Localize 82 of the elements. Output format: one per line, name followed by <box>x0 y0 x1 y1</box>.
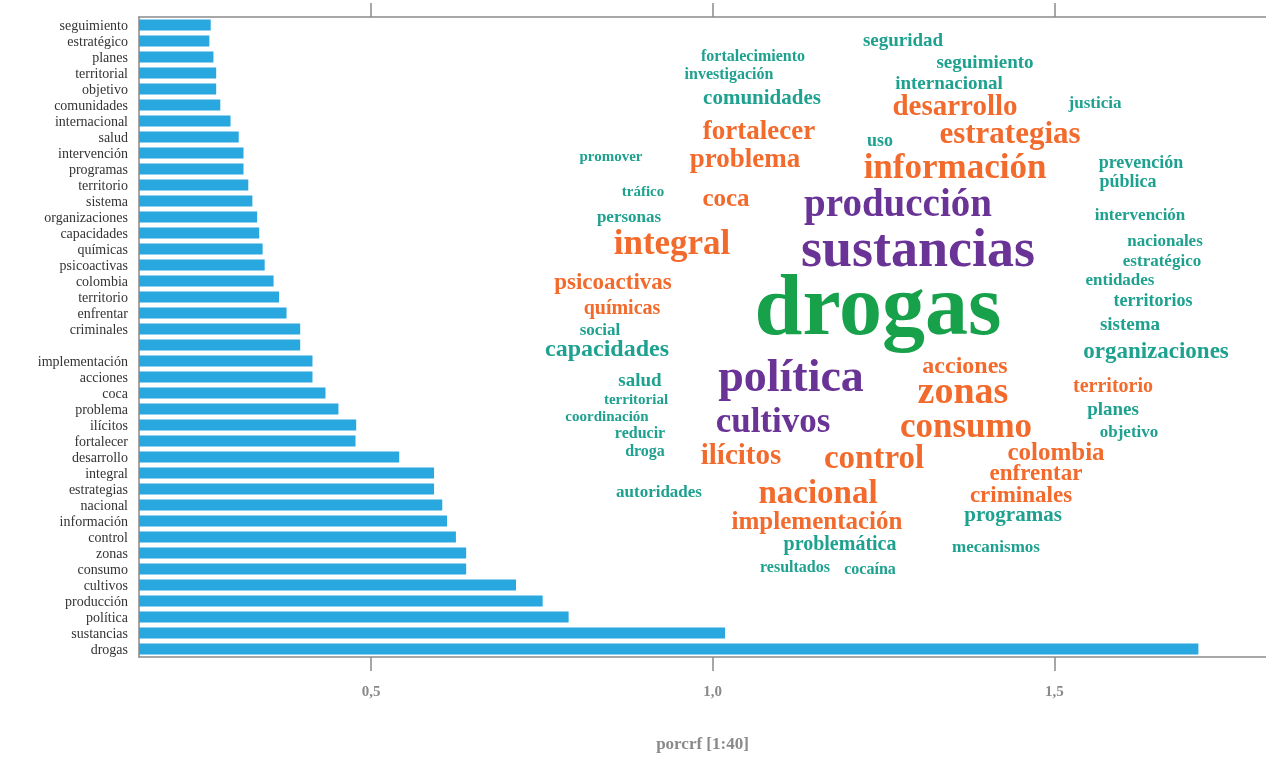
annotation: seguridad <box>862 28 944 50</box>
y-tick-label: planes <box>92 49 128 65</box>
annotation: fortalecimiento <box>701 46 805 64</box>
annotation: psicoactivas <box>554 268 672 294</box>
annotation: territorial <box>603 391 669 407</box>
x-tick-label: 1,5 <box>1044 682 1064 699</box>
annotation: investigación <box>684 64 774 83</box>
annotation: fortalecer <box>702 115 816 145</box>
annotation: estratégico <box>1122 250 1202 270</box>
y-tick-label: salud <box>98 129 128 145</box>
annotation: territorios <box>1113 290 1193 310</box>
y-tick-label: enfrentar <box>77 305 129 321</box>
annotation: prevención <box>1098 152 1184 172</box>
annotation: tráfico <box>621 183 665 199</box>
annotation: resultados <box>760 557 830 575</box>
y-tick-label: integral <box>85 465 129 481</box>
annotation: problemática <box>783 532 897 555</box>
annotation: organizaciones <box>1083 337 1229 363</box>
annotation: seguimiento <box>936 50 1034 72</box>
annotation: químicas <box>583 296 661 319</box>
annotation: uso <box>866 130 894 150</box>
y-tick-label: estrategias <box>68 481 128 497</box>
y-tick-label: nacional <box>80 497 129 513</box>
annotation: entidades <box>1085 269 1155 289</box>
y-tick-label: comunidades <box>54 97 128 113</box>
y-tick-label: organizaciones <box>44 209 128 225</box>
y-tick-label: producción <box>65 593 128 609</box>
x-tick-label: 0,5 <box>361 682 381 699</box>
y-tick-label: cultivos <box>83 577 128 593</box>
annotation: intervención <box>1094 204 1186 224</box>
annotation: coca <box>702 183 751 211</box>
annotation: salud <box>618 368 663 390</box>
annotation: control <box>823 439 925 475</box>
annotation: cultivos <box>715 400 831 440</box>
annotation: planes <box>1087 397 1139 419</box>
y-tick-label: estratégico <box>67 33 128 49</box>
y-tick-label: internacional <box>54 113 129 129</box>
y-tick-label: programas <box>68 161 128 177</box>
y-tick-label: política <box>86 609 129 625</box>
annotation: justicia <box>1067 92 1122 112</box>
y-tick-label: sistema <box>86 193 129 209</box>
y-tick-label: información <box>59 513 128 529</box>
annotation: pública <box>1099 171 1157 191</box>
y-tick-label: drogas <box>90 641 128 657</box>
annotation: promover <box>579 148 643 164</box>
x-axis-title: porcrf [1:40] <box>656 734 749 753</box>
annotation: sistema <box>1099 312 1161 334</box>
y-tick-label: psicoactivas <box>59 257 128 273</box>
annotation: droga <box>625 441 665 460</box>
y-tick-label: objetivo <box>82 81 128 97</box>
annotation: autoridades <box>616 481 703 501</box>
y-tick-label: intervención <box>58 145 128 161</box>
annotation: cocaína <box>844 559 896 577</box>
y-tick-label: consumo <box>77 561 128 577</box>
y-tick-label: territorio <box>78 289 128 305</box>
annotation: problema <box>689 143 801 173</box>
annotation: comunidades <box>703 85 821 109</box>
y-tick-label: fortalecer <box>74 433 129 449</box>
x-tick-label: 1,0 <box>703 682 723 699</box>
y-tick-label: acciones <box>79 369 128 385</box>
annotation: territorio <box>1073 374 1153 396</box>
y-tick-label: seguimiento <box>59 17 128 33</box>
y-tick-label: territorial <box>75 65 129 81</box>
y-tick-label: sustancias <box>71 625 128 641</box>
y-tick-label: control <box>88 529 129 545</box>
y-tick-label: territorio <box>78 177 128 193</box>
annotation: reducir <box>614 423 666 441</box>
y-tick-label: ilícitos <box>89 417 128 433</box>
annotation: nacionales <box>1127 230 1204 250</box>
y-tick-label: desarrollo <box>72 449 128 465</box>
y-tick-label: implementación <box>37 353 128 369</box>
y-tick-label: problema <box>75 401 129 417</box>
annotation: ilícitos <box>700 438 782 470</box>
annotation: política <box>718 349 864 401</box>
annotation: mecanismos <box>952 536 1041 556</box>
y-tick-label: capacidades <box>60 225 128 241</box>
y-tick-label: colombia <box>75 273 129 289</box>
y-tick-label: coca <box>102 385 129 401</box>
y-tick-label: químicas <box>77 241 128 257</box>
annotation: coordinación <box>565 408 650 424</box>
y-tick-label: zonas <box>96 545 128 561</box>
y-tick-label: criminales <box>69 321 128 337</box>
